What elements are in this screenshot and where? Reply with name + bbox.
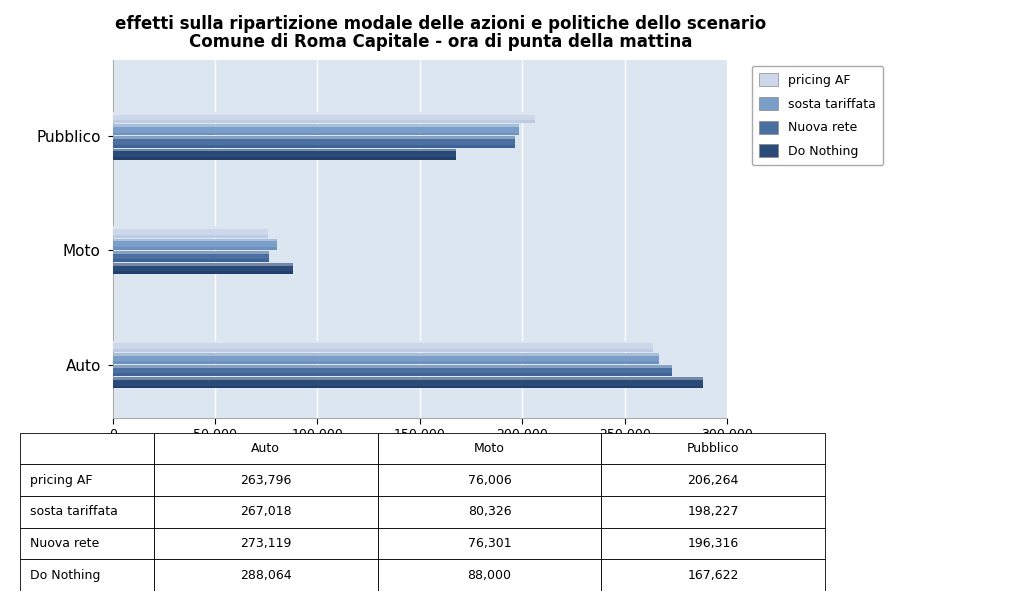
Text: effetti sulla ripartizione modale delle azioni e politiche dello scenario: effetti sulla ripartizione modale delle … (115, 15, 766, 33)
Text: 196,316: 196,316 (688, 537, 739, 550)
Text: Auto: Auto (251, 442, 281, 455)
Bar (113, 263, 293, 266)
Bar (20, 528, 154, 559)
Bar (113, 112, 536, 123)
Bar (20, 433, 154, 464)
Text: Comune di Roma Capitale - ora di punta della mattina: Comune di Roma Capitale - ora di punta d… (188, 33, 692, 51)
Bar (113, 353, 659, 356)
Text: 263,796: 263,796 (240, 474, 292, 487)
Bar (113, 157, 456, 160)
Bar (113, 377, 702, 389)
Bar (113, 365, 672, 368)
Text: 167,622: 167,622 (687, 569, 739, 581)
Bar (113, 251, 269, 254)
Bar (113, 349, 653, 352)
Bar (113, 251, 269, 262)
Text: Do Nothing: Do Nothing (30, 569, 100, 581)
Bar (113, 124, 518, 127)
Text: sosta tariffata: sosta tariffata (30, 506, 118, 518)
Bar (113, 121, 536, 123)
Text: Moto: Moto (474, 442, 505, 455)
Text: 288,064: 288,064 (240, 569, 292, 581)
Bar (601, 496, 825, 528)
Bar (113, 386, 702, 389)
Bar (113, 374, 672, 376)
Bar (113, 136, 515, 139)
Bar (378, 496, 601, 528)
Bar (113, 133, 518, 136)
Bar (601, 528, 825, 559)
Bar (113, 145, 515, 147)
Bar (113, 341, 653, 343)
Bar (601, 433, 825, 464)
Bar (113, 149, 456, 152)
Bar (113, 124, 518, 136)
Text: Nuova rete: Nuova rete (30, 537, 99, 550)
Bar (154, 528, 378, 559)
Bar (113, 377, 702, 380)
Text: 267,018: 267,018 (240, 506, 292, 518)
Bar (113, 341, 653, 352)
Text: 76,006: 76,006 (468, 474, 511, 487)
Bar (113, 239, 278, 250)
Text: 273,119: 273,119 (240, 537, 292, 550)
Bar (113, 247, 278, 250)
Text: 76,301: 76,301 (468, 537, 511, 550)
Text: Pubblico: Pubblico (687, 442, 739, 455)
Bar (154, 559, 378, 591)
Text: 206,264: 206,264 (687, 474, 739, 487)
Bar (154, 433, 378, 464)
Bar (113, 271, 293, 274)
Bar (378, 528, 601, 559)
Text: pricing AF: pricing AF (30, 474, 92, 487)
Bar (113, 259, 269, 262)
Bar (113, 263, 293, 274)
Bar (113, 353, 659, 364)
Bar (20, 496, 154, 528)
Bar (601, 559, 825, 591)
Text: 198,227: 198,227 (687, 506, 739, 518)
Bar (113, 136, 515, 147)
Legend: pricing AF, sosta tariffata, Nuova rete, Do Nothing: pricing AF, sosta tariffata, Nuova rete,… (752, 66, 884, 165)
Bar (113, 239, 278, 241)
Bar (113, 149, 456, 160)
Bar (113, 226, 268, 229)
Bar (154, 496, 378, 528)
Bar (154, 464, 378, 496)
Text: 88,000: 88,000 (468, 569, 512, 581)
Bar (113, 226, 268, 238)
Bar (20, 464, 154, 496)
Bar (113, 235, 268, 238)
Text: 80,326: 80,326 (468, 506, 511, 518)
Bar (113, 361, 659, 364)
Bar (378, 433, 601, 464)
Bar (378, 559, 601, 591)
Bar (378, 464, 601, 496)
Bar (20, 559, 154, 591)
Bar (113, 112, 536, 115)
Bar (113, 365, 672, 376)
Bar (601, 464, 825, 496)
